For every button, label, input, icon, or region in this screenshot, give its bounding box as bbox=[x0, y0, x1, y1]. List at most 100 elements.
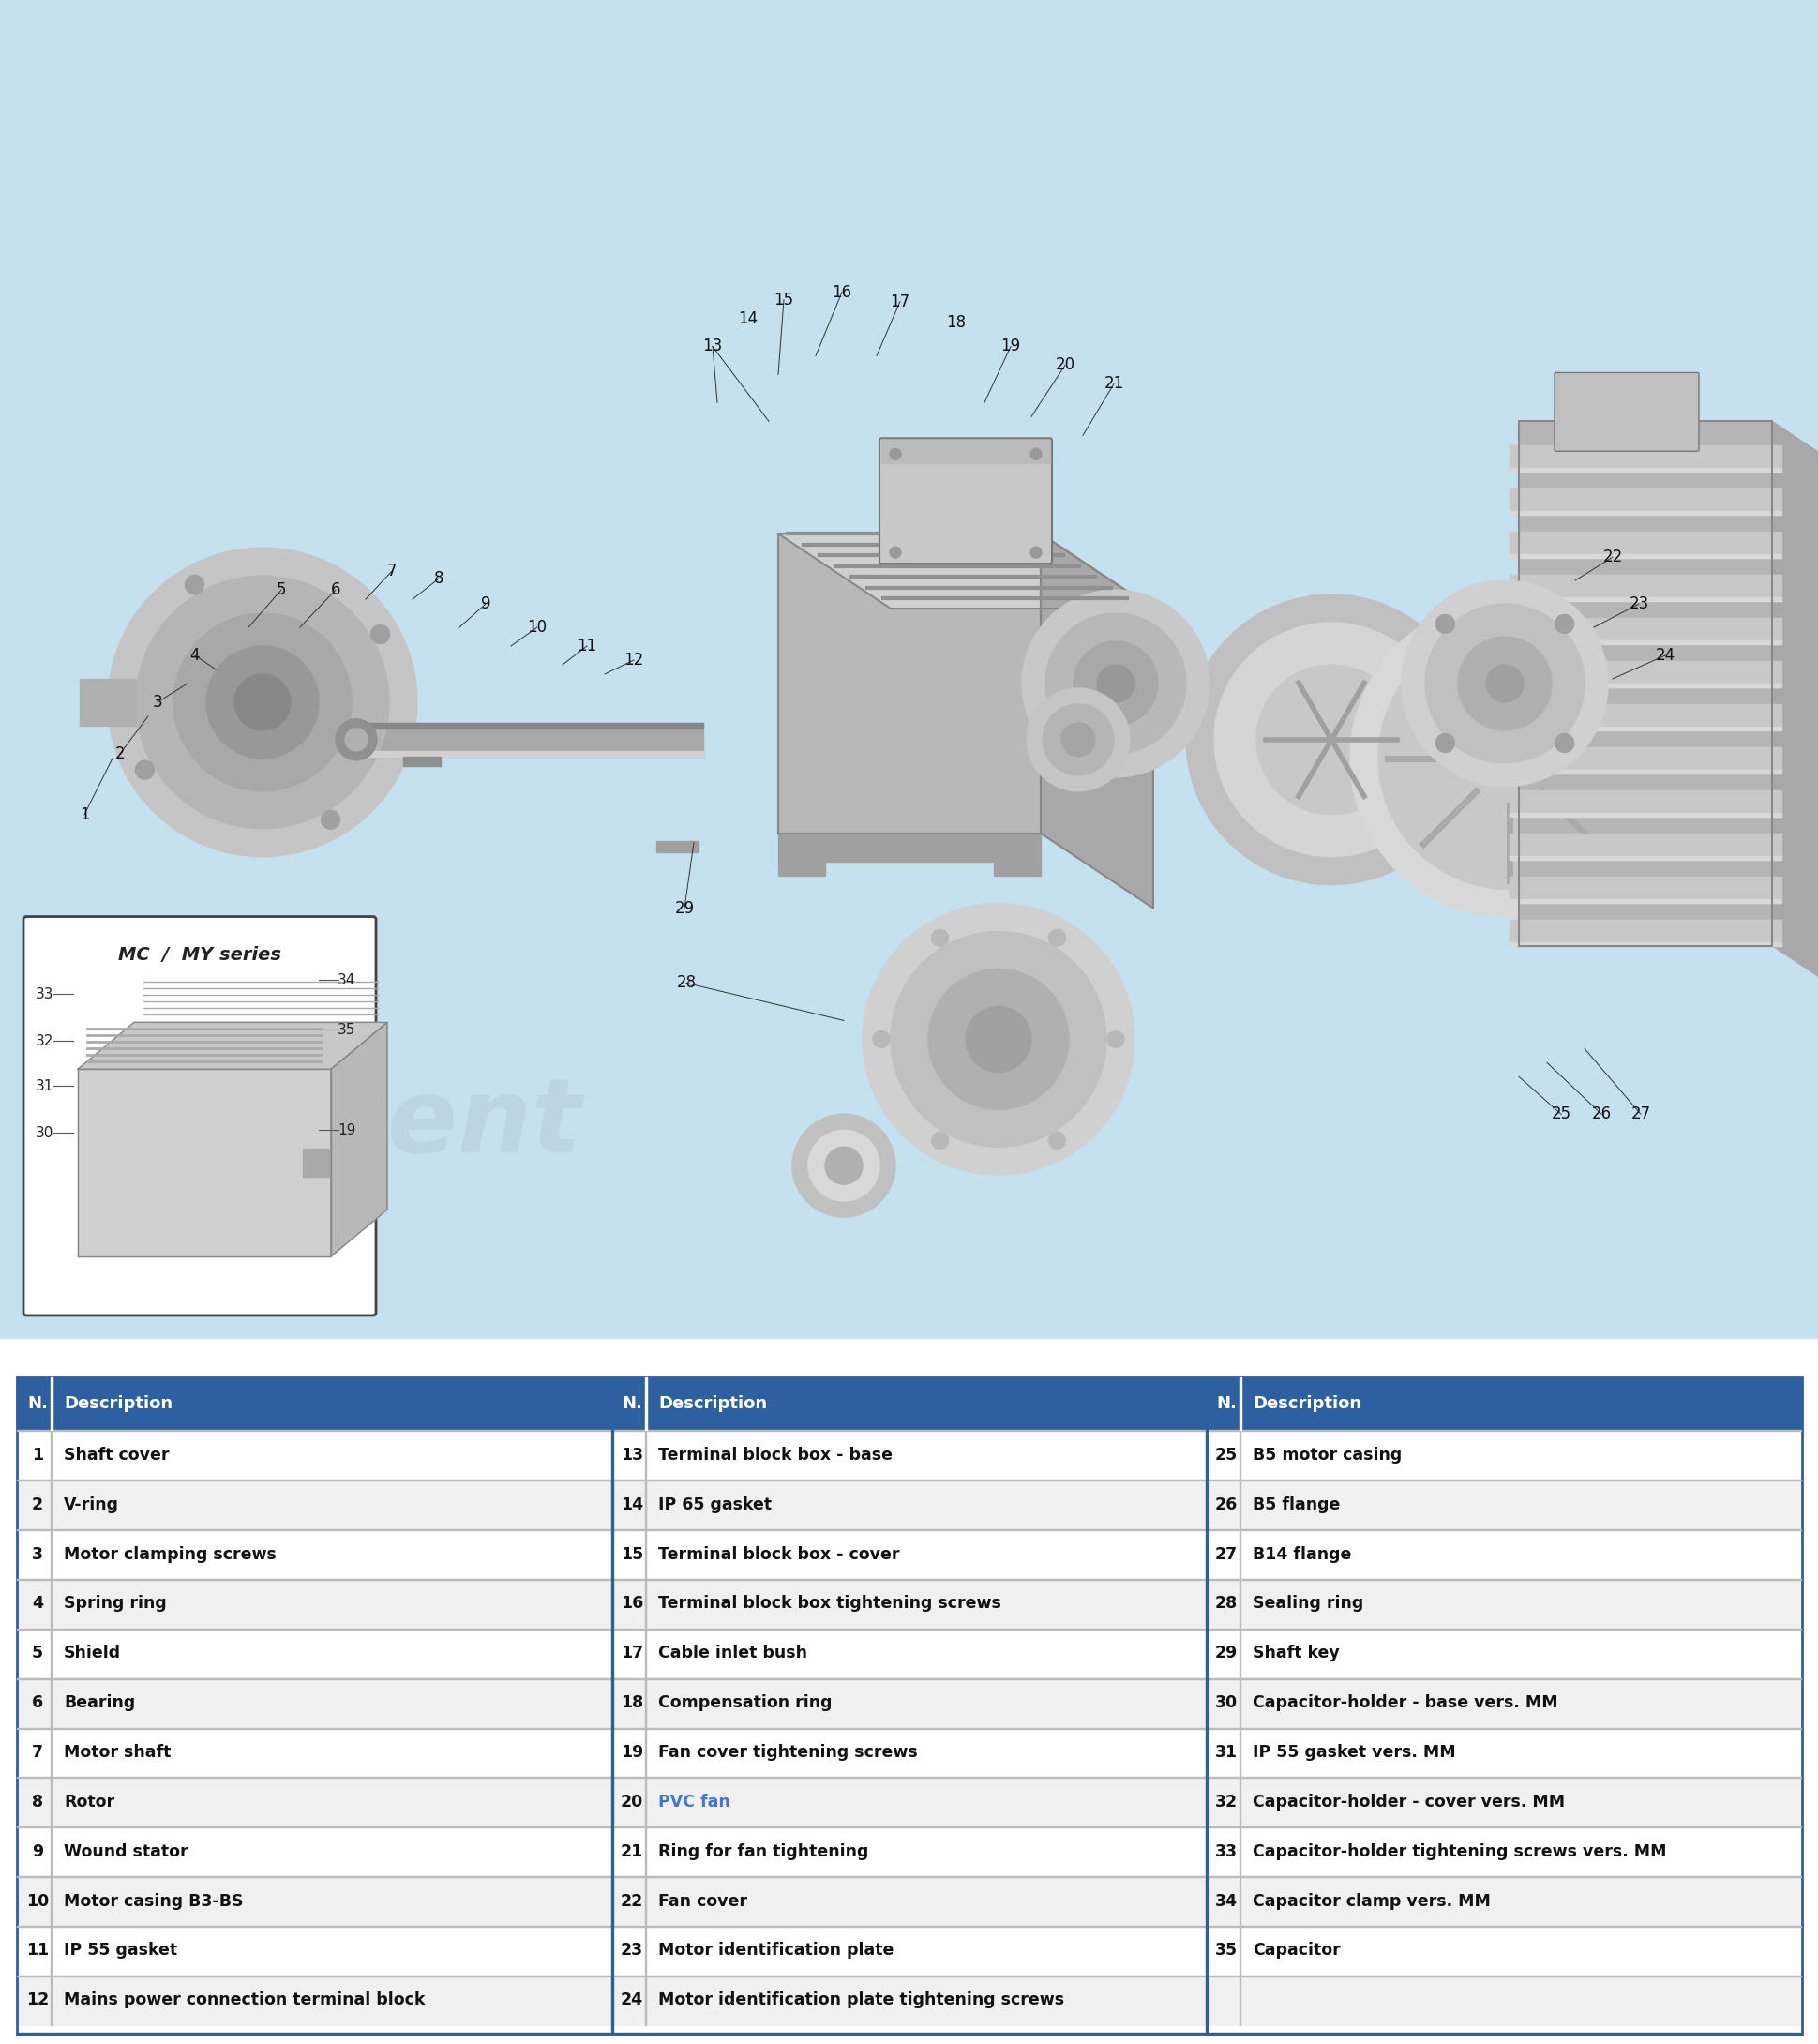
Bar bbox=[611, 1727, 1205, 1776]
Polygon shape bbox=[1040, 533, 1153, 908]
FancyBboxPatch shape bbox=[880, 437, 1051, 564]
FancyBboxPatch shape bbox=[24, 916, 376, 1316]
Circle shape bbox=[931, 1132, 947, 1149]
Text: 28: 28 bbox=[1214, 1594, 1236, 1613]
Bar bbox=[1509, 726, 1780, 730]
Text: Capacitor-holder - base vers. MM: Capacitor-holder - base vers. MM bbox=[1253, 1694, 1558, 1711]
Bar bbox=[778, 834, 825, 875]
Bar bbox=[611, 1480, 1205, 1529]
Bar bbox=[1509, 814, 1780, 816]
Bar bbox=[1509, 748, 1780, 773]
Text: Rotor: Rotor bbox=[64, 1793, 115, 1811]
Text: 31: 31 bbox=[1214, 1744, 1236, 1760]
Bar bbox=[1238, 1378, 1240, 1431]
Circle shape bbox=[173, 613, 351, 791]
Text: Motor shaft: Motor shaft bbox=[64, 1744, 171, 1760]
Bar bbox=[796, 834, 1022, 861]
Text: 1: 1 bbox=[31, 1447, 44, 1464]
Bar bbox=[993, 834, 1040, 875]
Circle shape bbox=[1425, 603, 1583, 762]
Bar bbox=[1509, 531, 1780, 558]
Bar bbox=[1509, 856, 1780, 858]
Bar bbox=[1509, 640, 1780, 644]
Bar bbox=[404, 756, 440, 766]
Bar bbox=[611, 1378, 1205, 1431]
Circle shape bbox=[1042, 703, 1113, 775]
Bar bbox=[16, 1480, 611, 1529]
Text: 17: 17 bbox=[889, 292, 909, 311]
Text: Description: Description bbox=[64, 1396, 173, 1412]
Polygon shape bbox=[778, 533, 1040, 834]
Circle shape bbox=[1049, 1132, 1065, 1149]
Text: 16: 16 bbox=[831, 284, 851, 300]
Text: 15: 15 bbox=[620, 1545, 644, 1562]
Text: 25: 25 bbox=[1551, 1106, 1571, 1122]
Text: 10: 10 bbox=[25, 1893, 49, 1909]
Circle shape bbox=[1402, 580, 1607, 787]
Text: N.: N. bbox=[27, 1396, 47, 1412]
Bar bbox=[1509, 683, 1780, 687]
Bar bbox=[1509, 660, 1780, 687]
Text: 11: 11 bbox=[25, 1942, 49, 1958]
Bar bbox=[1205, 1378, 1800, 1431]
Circle shape bbox=[891, 932, 1105, 1147]
Text: 18: 18 bbox=[620, 1694, 644, 1711]
Text: 25: 25 bbox=[1214, 1447, 1236, 1464]
Text: 3: 3 bbox=[153, 693, 162, 711]
Text: PVC fan: PVC fan bbox=[658, 1793, 729, 1811]
Circle shape bbox=[1256, 664, 1405, 814]
Bar bbox=[611, 1827, 1205, 1876]
Bar bbox=[1509, 554, 1780, 558]
Text: 29: 29 bbox=[1214, 1645, 1236, 1662]
Text: 26: 26 bbox=[1214, 1496, 1236, 1513]
Text: 20: 20 bbox=[1054, 358, 1074, 374]
Circle shape bbox=[1025, 689, 1129, 791]
Text: 34: 34 bbox=[338, 973, 356, 987]
Text: Spring ring: Spring ring bbox=[64, 1594, 167, 1613]
Circle shape bbox=[1073, 642, 1158, 726]
Text: 8: 8 bbox=[31, 1793, 44, 1811]
Circle shape bbox=[1554, 734, 1573, 752]
Polygon shape bbox=[78, 1022, 387, 1069]
Bar bbox=[1509, 597, 1780, 601]
Bar bbox=[1509, 877, 1780, 903]
Bar bbox=[1509, 834, 1780, 858]
Text: 2: 2 bbox=[31, 1496, 44, 1513]
Bar bbox=[645, 1378, 647, 1431]
Text: 16: 16 bbox=[620, 1594, 644, 1613]
Text: V-ring: V-ring bbox=[64, 1496, 118, 1513]
Text: MC  /  MY series: MC / MY series bbox=[118, 946, 282, 963]
Text: 17: 17 bbox=[620, 1645, 644, 1662]
Text: 27: 27 bbox=[1214, 1545, 1236, 1562]
Text: 13: 13 bbox=[620, 1447, 644, 1464]
Bar bbox=[1205, 1578, 1800, 1629]
Text: 26: 26 bbox=[1591, 1106, 1611, 1122]
Circle shape bbox=[107, 548, 416, 856]
Text: N.: N. bbox=[622, 1396, 642, 1412]
Text: Shield: Shield bbox=[64, 1645, 122, 1662]
Text: 11: 11 bbox=[576, 638, 596, 654]
Text: Bearing: Bearing bbox=[64, 1694, 135, 1711]
Text: 5: 5 bbox=[31, 1645, 44, 1662]
Bar bbox=[16, 1431, 611, 1480]
Text: Capacitor clamp vers. MM: Capacitor clamp vers. MM bbox=[1253, 1893, 1491, 1909]
Bar bbox=[611, 1678, 1205, 1727]
Bar bbox=[16, 1529, 611, 1578]
Bar bbox=[1509, 920, 1780, 946]
Bar bbox=[1509, 703, 1780, 730]
Text: 31: 31 bbox=[36, 1079, 55, 1094]
Bar bbox=[611, 1578, 1205, 1629]
Circle shape bbox=[371, 625, 389, 644]
Text: 6: 6 bbox=[31, 1694, 44, 1711]
Bar bbox=[656, 840, 698, 852]
Text: Shaft key: Shaft key bbox=[1253, 1645, 1338, 1662]
Bar bbox=[1205, 1876, 1800, 1925]
Text: Capacitor-holder - cover vers. MM: Capacitor-holder - cover vers. MM bbox=[1253, 1793, 1563, 1811]
Text: 9: 9 bbox=[480, 595, 491, 613]
Text: 5: 5 bbox=[276, 580, 285, 599]
Text: 30: 30 bbox=[36, 1126, 55, 1141]
Bar bbox=[16, 1776, 611, 1827]
Text: 13: 13 bbox=[702, 337, 722, 356]
Text: Cable inlet bush: Cable inlet bush bbox=[658, 1645, 807, 1662]
Text: Terminal block box - base: Terminal block box - base bbox=[658, 1447, 893, 1464]
